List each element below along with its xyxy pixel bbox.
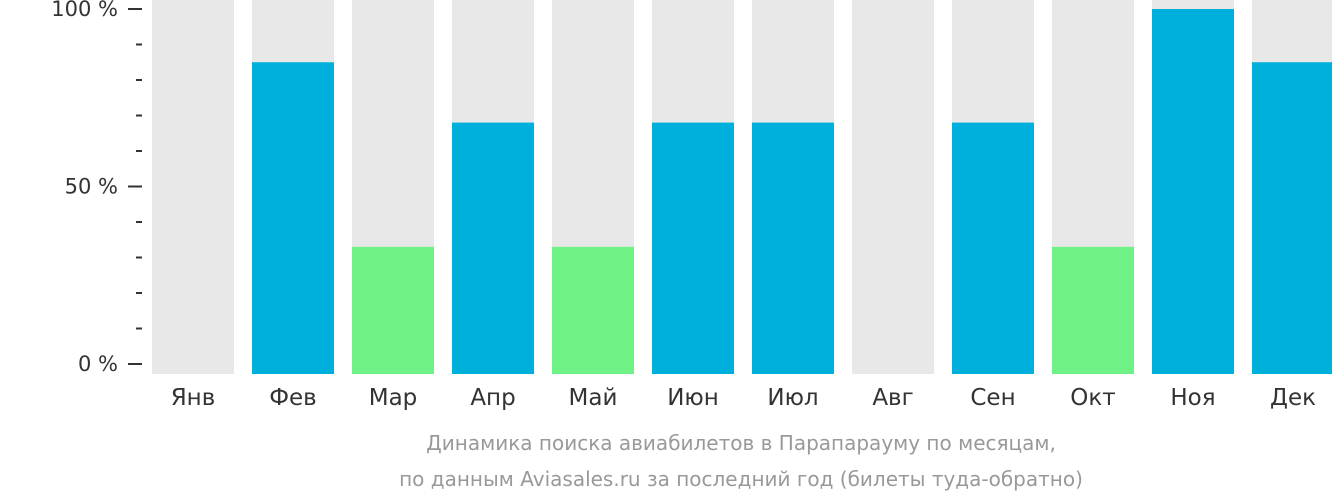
bar-3: [352, 246, 434, 374]
y-axis: 0 % 50 % 100 %: [51, 0, 142, 376]
chart-caption-line-1: Динамика поиска авиабилетов в Парапараум…: [426, 431, 1056, 455]
x-tick-label-8: Авг: [872, 385, 913, 411]
x-tick-label-3: Мар: [369, 385, 418, 411]
bar-10: [1052, 246, 1134, 374]
y-tick-label-2: 50 %: [65, 175, 118, 199]
x-axis: Янв Фев Мар Апр Май Июн Июл Авг Сен Окт Ноя Дек: [171, 385, 1316, 411]
bar-12: [1252, 62, 1332, 374]
bar-6: [652, 122, 734, 374]
x-tick-label-5: Май: [569, 385, 618, 411]
bar-5: [552, 246, 634, 374]
bar-11: [1152, 9, 1234, 374]
y-tick-label-3: 100 %: [51, 0, 118, 21]
x-tick-label-4: Апр: [470, 385, 515, 411]
bar-2: [252, 62, 334, 374]
x-tick-label-10: Окт: [1070, 385, 1115, 411]
y-tick-label-1: 0 %: [78, 352, 118, 376]
value-bars: [252, 9, 1332, 374]
background-bar-1: [152, 0, 234, 374]
x-tick-label-11: Ноя: [1170, 385, 1215, 411]
x-tick-label-2: Фев: [269, 385, 317, 411]
bar-7: [752, 122, 834, 374]
x-tick-label-1: Янв: [171, 385, 216, 411]
x-tick-label-7: Июл: [767, 385, 818, 411]
bar-4: [452, 122, 534, 374]
bar-9: [952, 122, 1034, 374]
x-tick-label-6: Июн: [667, 385, 719, 411]
x-tick-label-9: Сен: [970, 385, 1015, 411]
background-bar-8: [852, 0, 934, 374]
x-tick-label-12: Дек: [1270, 385, 1316, 411]
chart-caption-line-2: по данным Aviasales.ru за последний год …: [399, 467, 1083, 491]
